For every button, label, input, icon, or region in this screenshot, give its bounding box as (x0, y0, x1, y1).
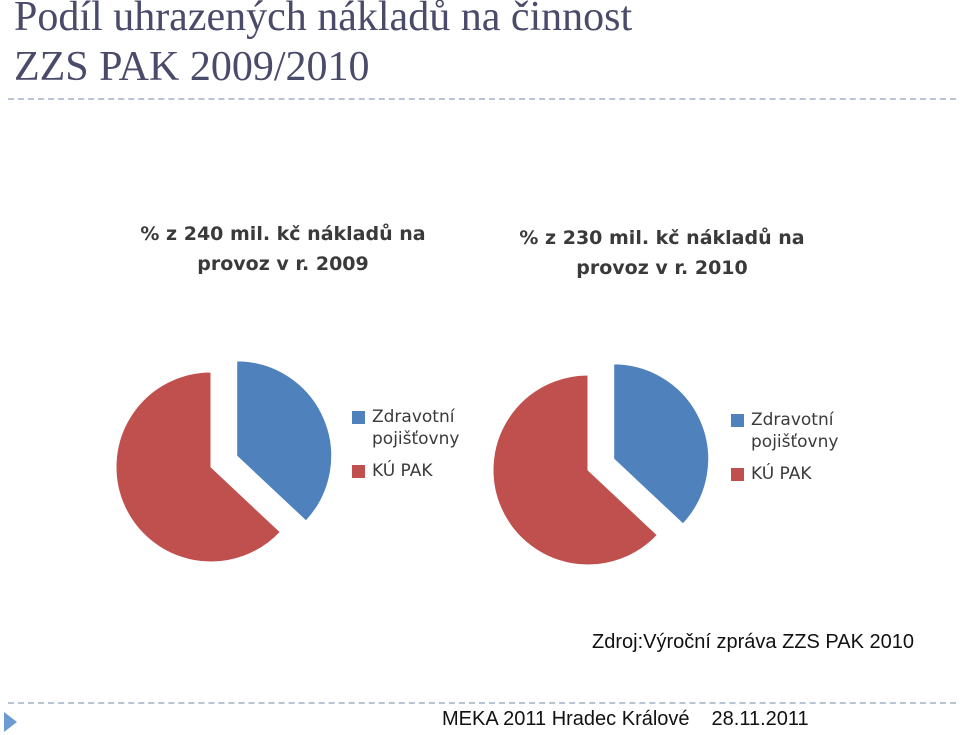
legend-2010: Zdravotní pojišťovny KÚ PAK (731, 409, 871, 495)
chart-title-2010: % z 230 mil. kč nákladů na provoz v r. 2… (502, 223, 822, 283)
legend-item-region: KÚ PAK (352, 460, 492, 482)
legend-swatch-red (352, 465, 365, 478)
pie-chart-2009 (115, 360, 333, 563)
legend-swatch-blue (731, 414, 744, 427)
pie-2009-slice-region (115, 371, 281, 563)
slide-title: Podíl uhrazených nákladů na činnost ZZS … (14, 0, 632, 92)
legend-label-region: KÚ PAK (372, 461, 433, 481)
chart-title-2010-line2: provoz v r. 2010 (576, 257, 748, 279)
chart-title-2009-line1: % z 240 mil. kč nákladů na (140, 223, 426, 245)
legend-swatch-red (731, 468, 744, 481)
legend-item-region: KÚ PAK (731, 463, 871, 485)
slide-title-line1: Podíl uhrazených nákladů na činnost (14, 0, 633, 40)
pie-2010-slice-insurers (613, 363, 710, 525)
footer-divider (8, 702, 956, 704)
legend-label-insurers: Zdravotní pojišťovny (751, 410, 839, 452)
legend-label-region: KÚ PAK (751, 464, 812, 484)
triangle-bullet-icon (4, 712, 17, 732)
source-note: Zdroj:Výroční zpráva ZZS PAK 2010 (592, 631, 914, 653)
legend-item-insurers: Zdravotní pojišťovny (731, 409, 871, 453)
footer: MEKA 2011 Hradec Králové 28.11.2011 (442, 708, 831, 731)
legend-swatch-blue (352, 411, 365, 424)
footer-event: MEKA 2011 Hradec Králové (442, 708, 690, 730)
chart-title-2009: % z 240 mil. kč nákladů na provoz v r. 2… (123, 219, 443, 279)
legend-item-insurers: Zdravotní pojišťovny (352, 406, 492, 450)
pie-chart-2010 (492, 363, 710, 566)
slide-title-line2: ZZS PAK 2009/2010 (14, 44, 370, 90)
pie-2009-slice-insurers (236, 360, 333, 522)
title-divider (8, 98, 956, 100)
pie-2010-slice-region (492, 374, 658, 566)
chart-title-2010-line1: % z 230 mil. kč nákladů na (519, 227, 805, 249)
chart-title-2009-line2: provoz v r. 2009 (197, 253, 369, 275)
legend-label-insurers: Zdravotní pojišťovny (372, 407, 460, 449)
footer-date: 28.11.2011 (711, 708, 809, 730)
legend-2009: Zdravotní pojišťovny KÚ PAK (352, 406, 492, 492)
